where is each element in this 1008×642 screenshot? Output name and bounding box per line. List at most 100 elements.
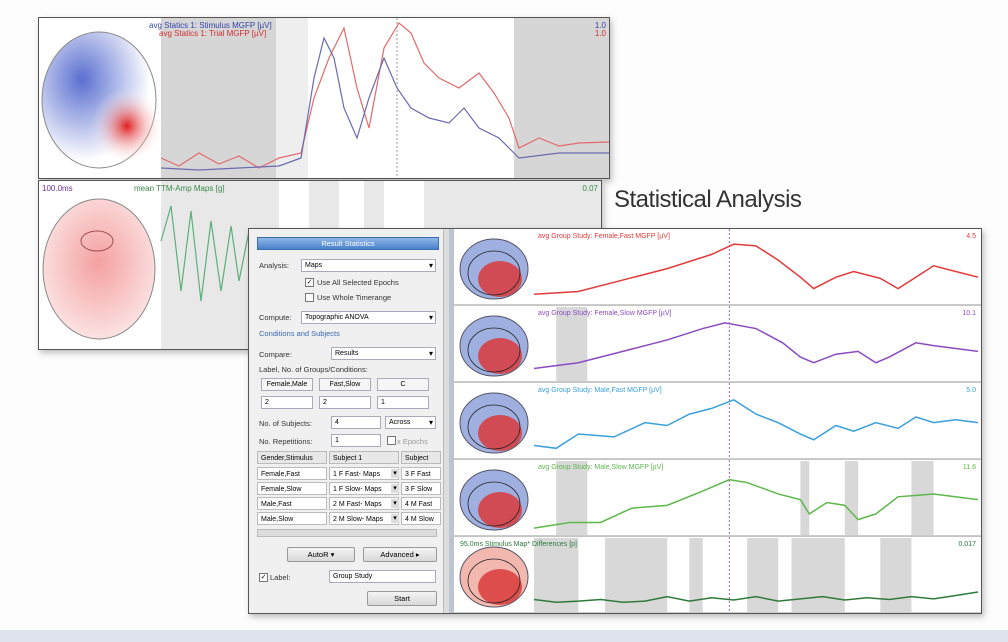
table-cell[interactable]: 1 F Slow- Maps	[329, 482, 399, 495]
track-value: 11.6	[963, 464, 976, 471]
row-dropdown[interactable]: ▾	[391, 499, 399, 508]
checkbox[interactable]	[387, 436, 396, 445]
dropdown[interactable]: Results	[331, 347, 436, 360]
track-label: avg Group Study: Male,Slow MGFP [µV]	[538, 464, 663, 471]
scalp-map-red	[478, 415, 522, 451]
series-label: mean TTM-Amp Maps [g]	[134, 184, 225, 193]
scalp-map-red	[478, 492, 522, 528]
trace	[533, 399, 979, 450]
h-scrollbar	[257, 529, 437, 537]
track: 95.0ms Stimulus Map* Differences [p] 0.01…	[454, 537, 981, 613]
table-cell[interactable]: 3 F Slow	[401, 482, 441, 495]
time-label: 100.0ms	[42, 184, 73, 193]
group-count[interactable]: 2	[319, 396, 371, 409]
table-cell[interactable]: 1 F Fast- Maps	[329, 467, 399, 480]
scrollbar	[443, 229, 450, 613]
scalp-map-red	[478, 338, 522, 374]
label: Analysis:	[259, 261, 290, 270]
table-cell[interactable]: 2 M Slow- Maps	[329, 512, 399, 525]
dropdown[interactable]: Maps	[301, 259, 436, 272]
shade	[911, 461, 934, 535]
contour	[80, 230, 114, 252]
checkbox[interactable]: ✓	[259, 573, 268, 582]
dialog-title: Result Statistics	[257, 237, 439, 250]
text-input[interactable]: Group Study	[329, 570, 436, 583]
table-header: Gender,Stimulus	[257, 451, 327, 464]
row-dropdown[interactable]: ▾	[391, 514, 399, 523]
scalp-map-red	[478, 569, 522, 605]
scalp-map-red	[478, 261, 522, 297]
trace-red	[160, 22, 609, 169]
bottom-strip	[0, 630, 1008, 642]
table-cell[interactable]: 2 M Fast- Maps	[329, 497, 399, 510]
dialog: Result Statistics Analysis: Maps ✓ Use A…	[249, 229, 450, 613]
contour	[467, 558, 521, 604]
trace	[533, 322, 979, 370]
contour	[467, 404, 521, 450]
track-value: 0.017	[958, 541, 976, 548]
shade	[791, 538, 845, 612]
track: avg Group Study: Male,Slow MGFP [µV] 11.6	[454, 460, 981, 537]
label: No. of Subjects:	[259, 419, 312, 428]
row-dropdown[interactable]: ▾	[391, 484, 399, 493]
checkbox[interactable]: ✓	[305, 278, 314, 287]
trace-green	[160, 205, 260, 302]
track-label: avg Group Study: Female,Fast MGFP [µV]	[538, 233, 670, 240]
track-label: avg Group Study: Female,Slow MGFP [µV]	[538, 310, 672, 317]
track-value: 4.5	[966, 233, 976, 240]
spinbox[interactable]: 4	[331, 416, 381, 429]
track-bg	[454, 229, 981, 305]
dropdown[interactable]: Across	[385, 416, 436, 429]
label: Compare:	[259, 350, 292, 359]
table-cell[interactable]: 3 F Fast	[401, 467, 441, 480]
heading: Statistical Analysis	[614, 186, 802, 213]
table-cell[interactable]: 4 M Slow	[401, 512, 441, 525]
group-label[interactable]: Fast,Slow	[319, 378, 371, 391]
track-value: 5.0	[966, 387, 976, 394]
table-header: Subject	[401, 451, 441, 464]
group-label[interactable]: Female,Male	[261, 378, 313, 391]
checkbox-label: Use Whole Timerange	[317, 293, 392, 302]
dropdown[interactable]: Topographic ANOVA	[301, 311, 436, 324]
button[interactable]: AutoR ▾	[287, 547, 355, 562]
track: avg Group Study: Female,Slow MGFP [µV] 10…	[454, 306, 981, 383]
checkbox[interactable]	[305, 293, 314, 302]
spinbox[interactable]: 1	[331, 434, 381, 447]
shade	[800, 461, 810, 535]
table-cell[interactable]: Female,Fast	[257, 467, 327, 480]
tracks-plot: avg Group Study: Female,Fast MGFP [µV] 4.…	[454, 229, 981, 613]
series-value: 1.0	[594, 21, 606, 30]
shade	[880, 538, 912, 612]
shade	[276, 18, 308, 178]
shade	[605, 538, 668, 612]
series-value: 1.0	[594, 29, 606, 38]
series-label: avg Statics 1: Stimulus MGFP [µV]	[149, 21, 272, 30]
section-title: Conditions and Subjects	[259, 329, 340, 338]
shade	[161, 18, 276, 178]
table-header: Subject 1	[329, 451, 399, 464]
trace	[533, 243, 979, 296]
shade	[514, 18, 609, 178]
button-label: AutoR	[307, 550, 329, 559]
trace-blue	[160, 36, 609, 171]
track-label: avg Group Study: Male,Fast MGFP [µV]	[538, 387, 662, 394]
series-value: 0.07	[582, 184, 598, 193]
start-button[interactable]: Start	[367, 591, 437, 606]
group-label[interactable]: C	[377, 378, 429, 391]
table-cell[interactable]: Male,Slow	[257, 512, 327, 525]
group-count[interactable]: 2	[261, 396, 313, 409]
contour	[467, 327, 521, 373]
top-plot	[41, 18, 609, 178]
button-label: Advanced	[380, 550, 414, 559]
row-dropdown[interactable]: ▾	[391, 469, 399, 478]
table-cell[interactable]: Male,Fast	[257, 497, 327, 510]
track: avg Group Study: Male,Fast MGFP [µV] 5.0	[454, 383, 981, 460]
table-cell[interactable]: 4 M Fast	[401, 497, 441, 510]
shade	[689, 538, 703, 612]
track-bg	[454, 383, 981, 459]
group-count[interactable]: 1	[377, 396, 429, 409]
button[interactable]: Advanced ▸	[363, 547, 437, 562]
table-cell[interactable]: Female,Slow	[257, 482, 327, 495]
checkbox-label: x Epochs	[397, 437, 428, 446]
